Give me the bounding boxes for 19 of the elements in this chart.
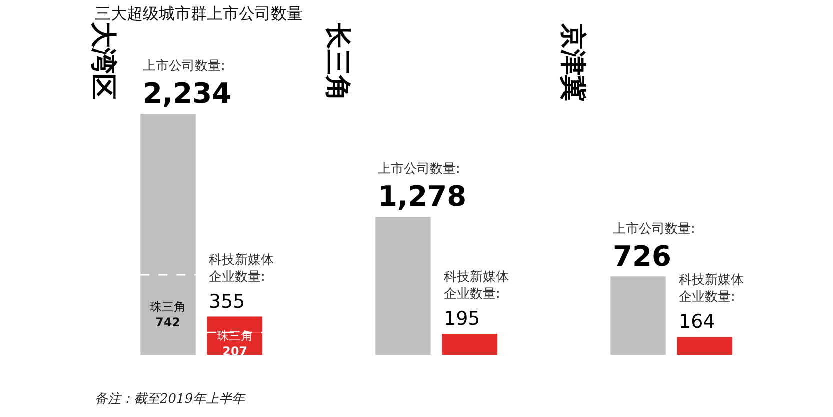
text: 三大超级城市群上市公司数量 bbox=[95, 4, 303, 23]
annotation: 科技新媒体企业数量: bbox=[444, 270, 509, 302]
data-label: 195 bbox=[444, 308, 480, 330]
annotation: 科技新媒体企业数量: bbox=[209, 253, 274, 285]
data-label: 1,278 bbox=[378, 180, 467, 213]
total-label: 355 bbox=[209, 291, 246, 313]
annotation: 科技新媒体企业数量: bbox=[679, 273, 744, 305]
text: 备注：截至2019年上半年 bbox=[95, 391, 246, 408]
data-label: 726 bbox=[613, 240, 672, 273]
text: 上市公司数量: bbox=[143, 59, 226, 74]
text: 珠三角 bbox=[150, 300, 186, 314]
chart-title: 长三角 bbox=[322, 22, 353, 102]
chart-title: 京津冀 bbox=[558, 22, 588, 102]
data-label: 164 bbox=[679, 311, 716, 333]
total-label: 2,234 bbox=[143, 77, 232, 110]
text: 上市公司数量: bbox=[613, 222, 696, 237]
chart-title: 大湾区 bbox=[88, 22, 118, 100]
text: 上市公司数量: bbox=[378, 162, 460, 177]
data-label: 742 bbox=[155, 316, 181, 330]
